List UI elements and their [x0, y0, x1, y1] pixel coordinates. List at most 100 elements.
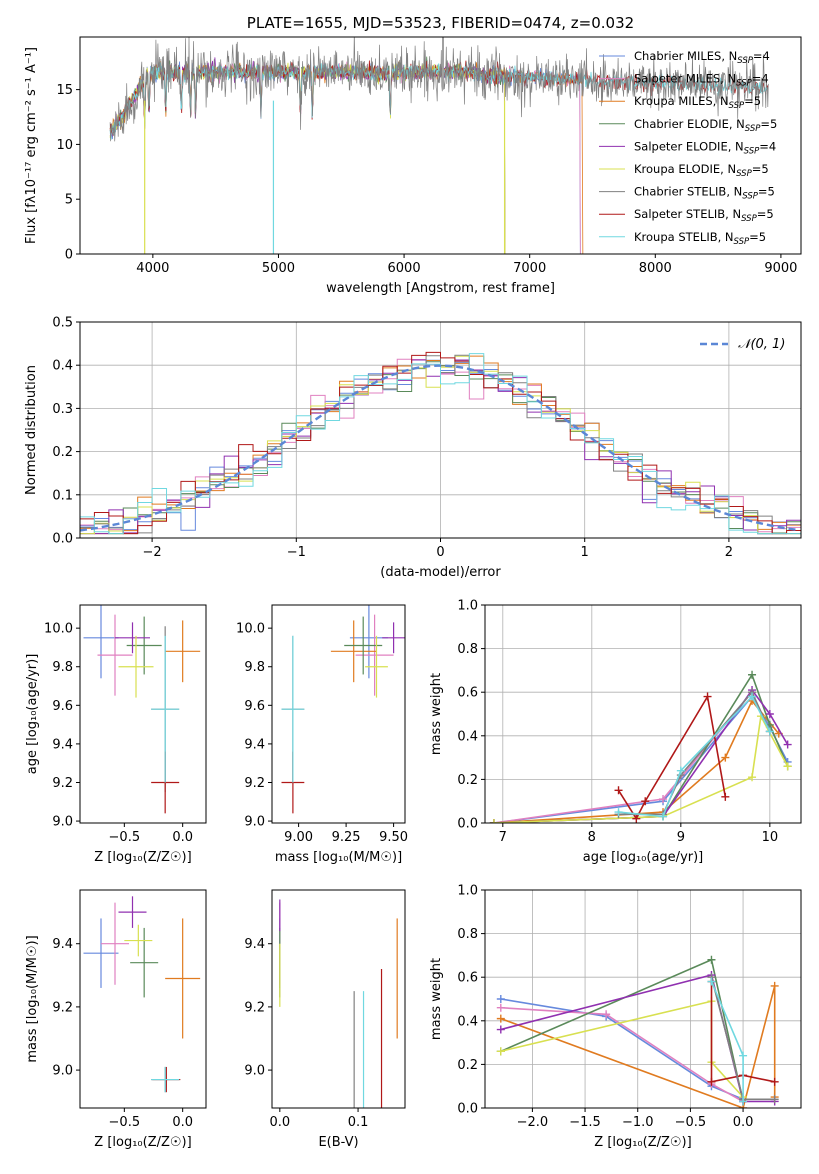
y-tick-label: 5 — [65, 193, 73, 208]
x-tick-label: 2 — [725, 545, 733, 560]
legend-sub: SSP — [744, 146, 760, 156]
legend-name: Kroupa MILES, N — [634, 94, 729, 108]
mass_vs_ebv-points — [279, 899, 398, 1108]
legend-sub: SSP — [736, 169, 752, 179]
x-tick-label: 7 — [499, 830, 507, 845]
spectrum-xlabel: wavelength [Angstrom, rest frame] — [326, 281, 555, 296]
weight-series-line — [493, 695, 789, 823]
legend-label: Kroupa MILES, NSSP=5 — [634, 94, 761, 111]
legend-label: Kroupa ELODIE, NSSP=5 — [634, 162, 769, 179]
y-tick-label: 0.2 — [457, 773, 478, 788]
weight-marker — [496, 1014, 505, 1023]
weight-marker — [496, 1025, 505, 1034]
legend-suffix: =5 — [744, 94, 761, 108]
weight-marker — [602, 1010, 611, 1019]
spectrum-ylabel: Flux [fλ10⁻¹⁷ erg cm⁻² s⁻¹ A⁻¹] — [24, 47, 39, 244]
legend-label: 𝒩(0, 1) — [738, 337, 785, 352]
y-tick-label: 0.0 — [52, 532, 73, 547]
x-tick-label: −2.0 — [517, 1115, 549, 1130]
mass_vs_Z-xlabel: Z [log₁₀(Z/Z☉)] — [94, 1135, 191, 1150]
legend-sub: SSP — [737, 56, 753, 66]
model-spectrum-line — [109, 57, 506, 254]
weight-series-line — [618, 695, 771, 818]
x-tick-label: −1.0 — [622, 1115, 654, 1130]
legend-label: Kroupa STELIB, NSSP=5 — [634, 230, 766, 247]
y-tick-label: 0.5 — [52, 316, 73, 331]
weight-marker — [707, 977, 716, 986]
x-tick-label: 9.50 — [379, 830, 408, 845]
legend-label: Chabrier ELODIE, NSSP=5 — [634, 117, 777, 134]
y-tick-label: 0.0 — [457, 1102, 478, 1117]
y-tick-label: 0 — [65, 248, 73, 263]
y-tick-label: 1.0 — [457, 884, 478, 899]
y-tick-label: 9.6 — [244, 699, 265, 714]
y-tick-label: 0.6 — [457, 971, 478, 986]
legend-suffix: =5 — [758, 185, 775, 199]
age_vs_mass-points — [281, 605, 405, 814]
residuals-xlabel: (data-model)/error — [380, 565, 501, 580]
x-tick-label: 8 — [588, 830, 596, 845]
y-tick-label: 9.0 — [244, 815, 265, 830]
mass_vs_Z-ylabel: mass [log₁₀(M/M☉)] — [25, 935, 40, 1062]
x-tick-label: −0.5 — [109, 1115, 141, 1130]
mass_vs_ebv-frame — [271, 889, 406, 1109]
age_vs_Z-points — [83, 605, 201, 814]
x-tick-label: 9 — [677, 830, 685, 845]
weight-marker — [614, 808, 623, 817]
x-tick-label: 6000 — [388, 261, 421, 276]
age_vs_Z-ylabel: age [log₁₀(age/yr)] — [25, 654, 40, 775]
legend-sub: SSP — [742, 192, 758, 202]
legend-name: Salpeter ELODIE, N — [634, 139, 744, 153]
y-tick-label: 0.6 — [457, 686, 478, 701]
y-tick-label: 9.2 — [52, 776, 73, 791]
weight-series-line — [500, 985, 776, 1108]
weight-marker — [721, 753, 730, 762]
spectrum-frame — [79, 36, 802, 255]
weight-series-line — [710, 981, 775, 1083]
residuals-ylabel: Normed distribution — [24, 365, 39, 495]
spectrum-lines — [109, 37, 769, 254]
y-tick-label: 0.3 — [52, 402, 73, 417]
x-tick-label: 0.0 — [172, 830, 193, 845]
weight-marker — [496, 1047, 505, 1056]
x-tick-label: −1 — [287, 545, 306, 560]
weight-marker — [614, 786, 623, 795]
weight_vs_Z-axes: −2.0 −1.5 −1.0 −0.5 0.0 0.0 0.2 0.4 0.6 0.8 1.0 Z [… — [429, 884, 801, 1150]
legend-name: Chabrier STELIB, N — [634, 185, 742, 199]
weight_vs_age-xlabel: age [log₁₀(age/yr)] — [583, 850, 704, 865]
mass_vs_Z-frame — [79, 889, 207, 1109]
weight-series-line — [493, 713, 789, 823]
y-tick-label: 9.8 — [52, 660, 73, 675]
x-tick-label: −1.5 — [569, 1115, 601, 1130]
legend-sub: SSP — [745, 124, 761, 134]
legend-name: Salpeter MILES, N — [634, 72, 736, 86]
age_vs_mass-frame — [271, 604, 406, 824]
model-spectrum-line — [109, 62, 506, 254]
weight-marker — [765, 710, 774, 718]
weight-marker — [496, 1003, 505, 1012]
y-tick-label: 0.4 — [52, 359, 73, 374]
y-tick-label: 9.0 — [52, 815, 73, 830]
y-tick-label: 0.2 — [52, 445, 73, 460]
legend-suffix: =5 — [757, 207, 774, 221]
y-tick-label: 0.1 — [52, 488, 73, 503]
weight-marker — [659, 812, 668, 821]
weight-marker — [632, 814, 641, 823]
weight-marker — [783, 762, 792, 771]
weight_vs_age-lines — [489, 670, 792, 823]
legend-sub: SSP — [741, 214, 757, 224]
weight-marker — [770, 1095, 779, 1104]
spectrum-title: PLATE=1655, MJD=53523, FIBERID=0474, z=0… — [247, 14, 634, 32]
legend-suffix: =4 — [752, 72, 769, 86]
x-tick-label: 4000 — [136, 261, 169, 276]
weight-marker — [721, 792, 730, 801]
legend-suffix: =5 — [760, 117, 777, 131]
weight-marker — [783, 740, 792, 749]
weight-marker — [765, 727, 774, 736]
legend-sub: SSP — [734, 237, 750, 247]
legend-name: Chabrier MILES, N — [634, 49, 737, 63]
weight_vs_age-ylabel: mass weight — [429, 673, 444, 755]
y-tick-label: 9.2 — [52, 1000, 73, 1015]
y-tick-label: 0.8 — [457, 642, 478, 657]
age_vs_Z-axes: −0.5 0.0 9.0 9.2 9.4 9.6 9.8 10.0 Z [log₁₀(Z/Z☉)… — [25, 622, 193, 865]
